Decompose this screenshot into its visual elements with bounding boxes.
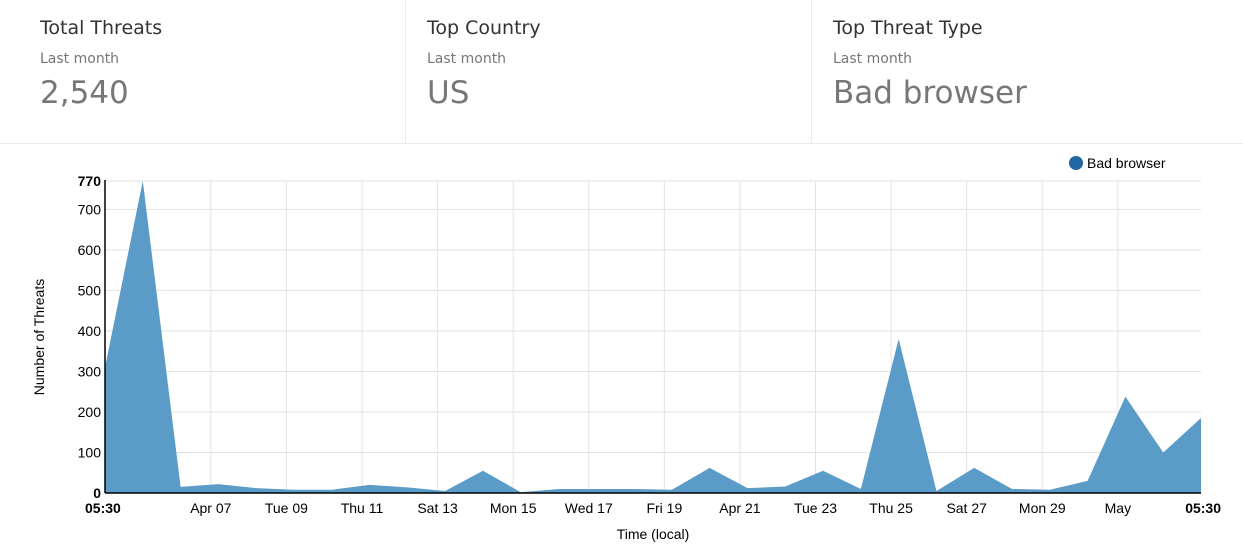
y-tick-label: 100	[78, 444, 102, 460]
x-tick-label: Sat 13	[417, 500, 458, 516]
stat-value: Bad browser	[833, 75, 1027, 111]
chart-legend[interactable]: Bad browser	[1069, 155, 1166, 171]
x-tick-label: Fri 19	[646, 500, 682, 516]
stat-subtitle: Last month	[40, 51, 120, 67]
x-tick-label: Mon 15	[490, 500, 537, 516]
x-tick-label: Apr 21	[719, 500, 760, 516]
x-tick-label: Sat 27	[946, 500, 987, 516]
x-axis-ticks: 05:30 Apr 07 Tue 09 Thu 11 Sat 13 Mon 15 Wed 1…	[85, 500, 1221, 516]
y-tick-label: 0	[93, 485, 101, 501]
stat-value: 2,540	[40, 75, 129, 111]
stat-title: Top Country	[427, 17, 541, 39]
stat-title: Top Threat Type	[833, 17, 983, 39]
x-tick-label: Apr 07	[190, 500, 231, 516]
x-tick-label: 05:30	[85, 500, 121, 516]
series-area-bad-browser[interactable]	[105, 181, 1201, 493]
y-tick-label: 400	[78, 323, 102, 339]
legend-marker-icon	[1069, 156, 1083, 170]
x-tick-label: Wed 17	[565, 500, 613, 516]
stat-subtitle: Last month	[833, 51, 913, 67]
y-axis-ticks: 0 100 200 300 400 500 600 700 770	[78, 173, 102, 501]
x-tick-label: Thu 25	[869, 500, 913, 516]
x-tick-label: Tue 23	[794, 500, 837, 516]
stat-title: Total Threats	[40, 17, 163, 39]
y-tick-label: 300	[78, 363, 102, 379]
legend-label: Bad browser	[1087, 155, 1166, 171]
stat-subtitle: Last month	[427, 51, 507, 67]
x-tick-label: Mon 29	[1019, 500, 1066, 516]
stat-card-top-threat-type: Top Threat Type Last month Bad browser	[812, 0, 1243, 143]
stat-card-top-country: Top Country Last month US	[406, 0, 812, 143]
x-tick-label: May	[1105, 500, 1131, 516]
y-tick-label: 700	[78, 201, 102, 217]
y-tick-label: 600	[78, 242, 102, 258]
y-axis-title: Number of Threats	[31, 279, 47, 395]
x-tick-label: 05:30	[1185, 500, 1221, 516]
x-tick-label: Tue 09	[265, 500, 308, 516]
x-axis-title: Time (local)	[617, 526, 690, 542]
chart-area-layer	[105, 181, 1201, 493]
chart-grid	[105, 180, 1201, 493]
stat-value: US	[427, 75, 470, 111]
chart-axes	[104, 180, 1201, 494]
y-tick-label: 200	[78, 404, 102, 420]
threats-area-chart: 0 100 200 300 400 500 600 700 770 05:30 Apr 07 Tue…	[31, 155, 1221, 542]
stat-card-total-threats: Total Threats Last month 2,540	[0, 0, 406, 143]
summary-stats: Total Threats Last month 2,540 Top Count…	[0, 0, 1243, 144]
y-tick-label: 500	[78, 282, 102, 298]
y-tick-label: 770	[78, 173, 102, 189]
x-tick-label: Thu 11	[341, 500, 384, 516]
